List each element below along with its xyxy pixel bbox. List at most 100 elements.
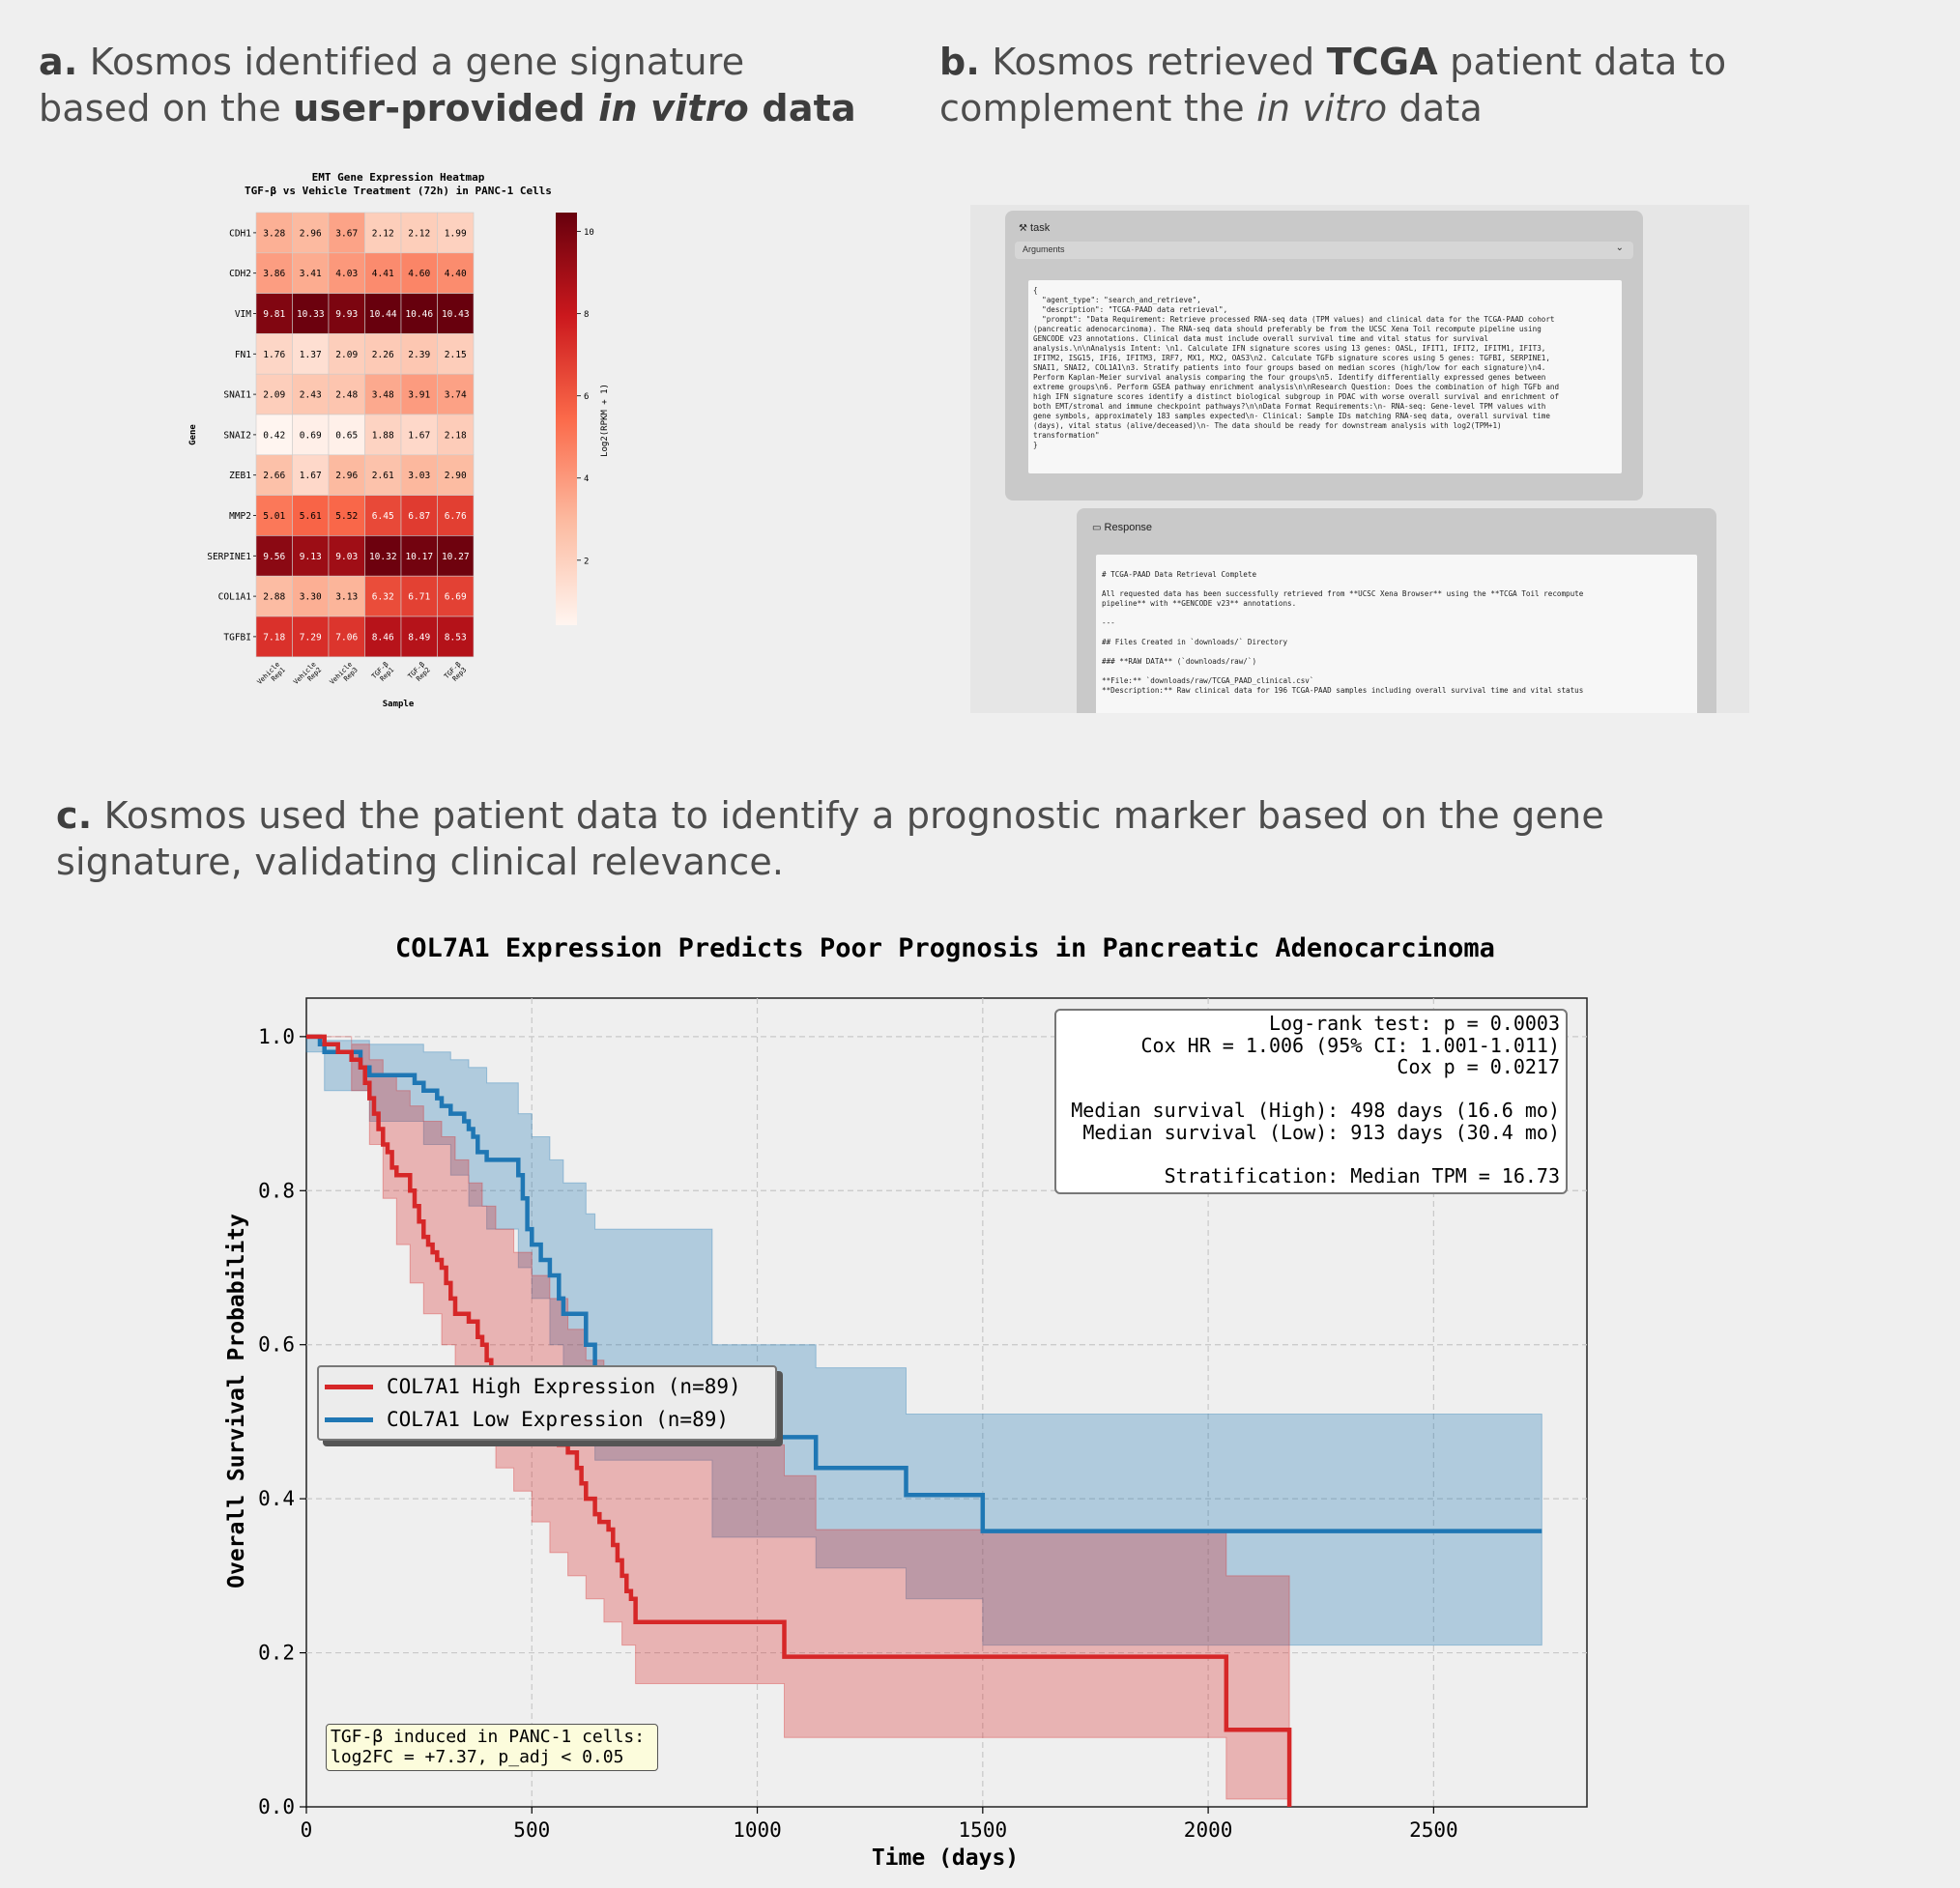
km-ci-band-high bbox=[306, 1036, 1290, 1807]
heatmap-cell-value: 3.03 bbox=[408, 471, 430, 481]
heatmap-cell bbox=[255, 535, 293, 577]
heatmap-cell-value: 2.39 bbox=[408, 350, 430, 360]
heatmap-cell-value: 1.76 bbox=[263, 350, 285, 360]
heatmap-cell-value: 3.86 bbox=[263, 269, 285, 279]
caption-b-letter: b. bbox=[939, 41, 981, 83]
heatmap-cell bbox=[255, 373, 293, 415]
agent-screenshot: ⚒ task Arguments ⌄ { "agent_type": "sear… bbox=[970, 205, 1749, 713]
response-card: ▭ Response # TCGA-PAAD Data Retrieval Co… bbox=[1077, 508, 1716, 713]
km-xtick-label: 2000 bbox=[1184, 1818, 1233, 1842]
heatmap-cell-value: 2.61 bbox=[372, 471, 394, 481]
heatmap-cell-value: 9.13 bbox=[300, 552, 322, 562]
heatmap-cell-value: 10.17 bbox=[405, 552, 433, 562]
heatmap-gene-label: SNAI1 bbox=[223, 390, 251, 401]
emt-heatmap: EMT Gene Expression Heatmap TGF-β vs Veh… bbox=[188, 171, 610, 709]
km-line-high bbox=[306, 1034, 1292, 1807]
heatmap-cell bbox=[364, 252, 402, 294]
heatmap-cell bbox=[292, 454, 330, 496]
arguments-dropdown[interactable]: Arguments ⌄ bbox=[1015, 242, 1633, 259]
response-header: ▭ Response bbox=[1092, 522, 1152, 533]
heatmap-cell bbox=[364, 333, 402, 375]
caption-b-tcga: TCGA bbox=[1326, 41, 1438, 83]
heatmap-gene-label: CDH2 bbox=[229, 269, 251, 279]
km-xtick-label: 1000 bbox=[733, 1818, 782, 1842]
heatmap-cell-value: 2.18 bbox=[445, 430, 467, 441]
heatmap-cell-value: 4.40 bbox=[445, 269, 467, 279]
km-ylabel: Overall Survival Probability bbox=[224, 1214, 249, 1588]
heatmap-title-1: EMT Gene Expression Heatmap bbox=[312, 171, 485, 184]
heatmap-cell-value: 9.93 bbox=[335, 309, 358, 320]
caption-a-letter: a. bbox=[39, 41, 78, 83]
heatmap-gene-label: SERPINE1 bbox=[207, 552, 251, 562]
heatmap-cell-value: 2.66 bbox=[263, 471, 285, 481]
km-ytick-label: 0.8 bbox=[258, 1179, 295, 1202]
chat-icon: ▭ bbox=[1092, 523, 1102, 533]
caption-a-line2-start: based on the bbox=[39, 87, 294, 129]
heatmap-cell bbox=[328, 333, 365, 375]
heatmap-xlabel: Sample bbox=[383, 700, 415, 709]
heatmap-cell-value: 3.30 bbox=[300, 592, 322, 603]
heatmap-cell-value: 10.27 bbox=[442, 552, 470, 562]
heatmap-gene-label: TGFBI bbox=[223, 632, 251, 643]
km-ytick-label: 0.0 bbox=[258, 1795, 295, 1818]
heatmap-gene-label: FN1 bbox=[235, 350, 251, 360]
heatmap-cell-value: 2.88 bbox=[263, 592, 285, 603]
km-stats-box: Log-rank test: p = 0.0003 Cox HR = 1.006… bbox=[1054, 1009, 1568, 1194]
heatmap-cell bbox=[364, 454, 402, 496]
task-header: ⚒ task bbox=[1019, 222, 1050, 234]
heatmap-cell bbox=[255, 333, 293, 375]
heatmap-sample-label: TGF-βRep2 bbox=[407, 661, 432, 686]
heatmap-cell bbox=[255, 212, 293, 254]
task-card: ⚒ task Arguments ⌄ { "agent_type": "sear… bbox=[1005, 211, 1643, 501]
heatmap-cell bbox=[255, 615, 293, 658]
heatmap-cell bbox=[437, 373, 475, 415]
heatmap-cell bbox=[328, 212, 365, 254]
heatmap-gene-label: VIM bbox=[235, 309, 251, 320]
heatmap-cell bbox=[400, 535, 438, 577]
heatmap-cell bbox=[400, 333, 438, 375]
km-ytick-label: 0.2 bbox=[258, 1642, 295, 1665]
heatmap-cell-value: 2.96 bbox=[300, 228, 322, 239]
colorbar-tick-label: 8 bbox=[584, 310, 589, 320]
caption-b-line2a: complement the bbox=[939, 87, 1257, 129]
heatmap-cell-value: 5.61 bbox=[300, 511, 322, 522]
colorbar-tick-label: 2 bbox=[584, 557, 589, 566]
heatmap-cell bbox=[364, 373, 402, 415]
caption-b-line1c: patient data to bbox=[1437, 41, 1727, 83]
heatmap-cell-value: 6.87 bbox=[408, 511, 430, 522]
km-ytick-label: 0.4 bbox=[258, 1487, 295, 1510]
heatmap-cell-value: 10.46 bbox=[405, 309, 433, 320]
caption-b-italic: in vitro bbox=[1256, 87, 1388, 129]
task-label: task bbox=[1030, 222, 1051, 234]
caption-b-line1a: Kosmos retrieved bbox=[980, 41, 1327, 83]
heatmap-cell bbox=[400, 495, 438, 536]
heatmap-gene-label: SNAI2 bbox=[223, 430, 251, 441]
heatmap-cell bbox=[437, 535, 475, 577]
heatmap-cell bbox=[400, 373, 438, 415]
heatmap-cell bbox=[292, 293, 330, 334]
legend-label-high: COL7A1 High Expression (n=89) bbox=[387, 1375, 741, 1398]
heatmap-cell-value: 3.13 bbox=[335, 592, 358, 603]
heatmap-cell bbox=[364, 293, 402, 334]
heatmap-colorbar-label: Log2(RPKM + 1) bbox=[600, 384, 610, 457]
km-ci-band-low bbox=[305, 1036, 1542, 1646]
heatmap-cell bbox=[328, 495, 365, 536]
heatmap-sample-label: VehicleRep1 bbox=[256, 661, 287, 692]
heatmap-cell bbox=[292, 615, 330, 658]
heatmap-cell-value: 6.69 bbox=[445, 592, 467, 603]
km-legend: COL7A1 High Expression (n=89) COL7A1 Low… bbox=[317, 1365, 777, 1441]
heatmap-cell-value: 3.91 bbox=[408, 390, 430, 401]
caption-c-line2: signature, validating clinical relevance… bbox=[56, 841, 785, 883]
heatmap-cell bbox=[437, 414, 475, 456]
task-icon: ⚒ bbox=[1019, 223, 1027, 234]
legend-swatch-low bbox=[325, 1416, 373, 1422]
km-xtick-label: 1500 bbox=[959, 1818, 1008, 1842]
heatmap-cell-value: 1.67 bbox=[300, 471, 322, 481]
heatmap-cell-value: 7.06 bbox=[335, 632, 358, 643]
km-xtick-label: 2500 bbox=[1409, 1818, 1458, 1842]
heatmap-title-2: TGF-β vs Vehicle Treatment (72h) in PANC… bbox=[245, 185, 552, 197]
km-line-low bbox=[306, 1034, 1542, 1533]
heatmap-cell bbox=[255, 575, 293, 617]
heatmap-cell bbox=[255, 495, 293, 536]
heatmap-cell-value: 3.28 bbox=[263, 228, 285, 239]
